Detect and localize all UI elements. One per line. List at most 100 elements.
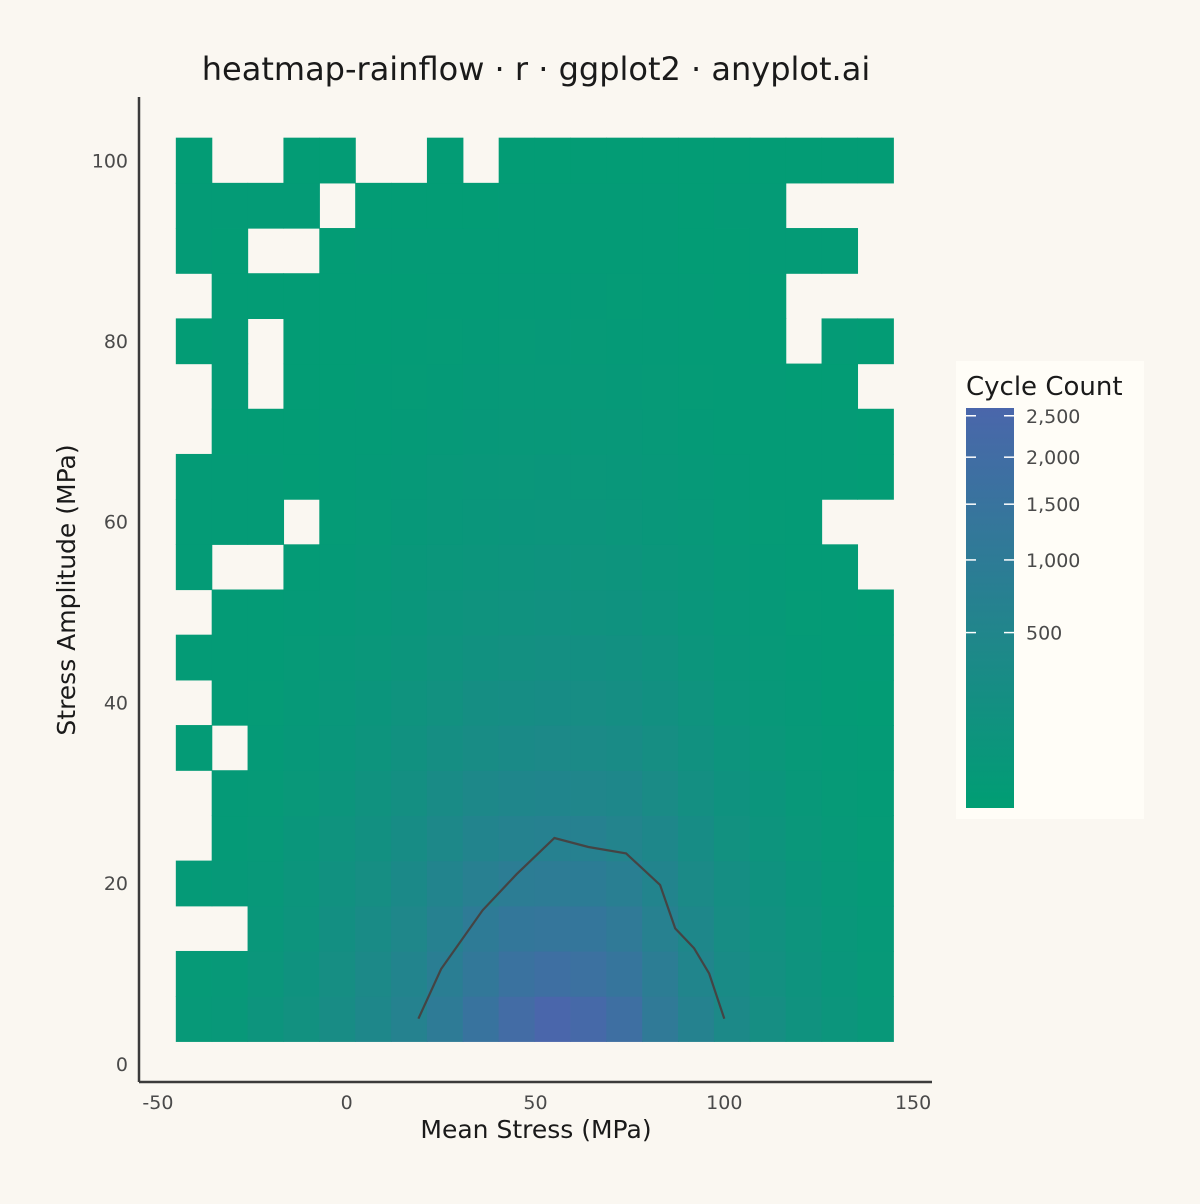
heatmap-cell [785, 860, 823, 907]
heatmap-cell [462, 318, 500, 365]
contour-line [417, 836, 726, 1020]
heatmap-cell [678, 815, 715, 862]
heatmap-cell [498, 318, 536, 365]
heatmap-cell [247, 725, 285, 771]
heatmap-cell [426, 589, 464, 636]
heatmap-cell [426, 815, 464, 862]
heatmap-cell [247, 679, 285, 726]
heatmap-cell [678, 589, 715, 636]
heatmap-cell [642, 679, 679, 726]
heatmap-cell [678, 679, 715, 726]
heatmap-cell [749, 725, 787, 771]
heatmap-cell [319, 996, 356, 1042]
heatmap-cell [319, 228, 356, 274]
heatmap-cell [785, 363, 823, 410]
y-tick-label: 80 [104, 331, 128, 353]
heatmap-cell [606, 363, 643, 410]
heatmap-cell [570, 905, 607, 952]
heatmap-cell [175, 182, 213, 229]
heatmap-cell [821, 725, 859, 771]
heatmap-cell [283, 318, 320, 365]
heatmap-cell [426, 499, 464, 545]
heatmap-cell [570, 679, 607, 726]
heatmap-cell [462, 589, 500, 636]
heatmap-cell [713, 770, 751, 817]
heatmap-cell [247, 770, 285, 817]
heatmap-cell [678, 499, 715, 545]
legend-break-label: 2,500 [1026, 406, 1080, 428]
heatmap-cell [175, 499, 213, 545]
heatmap-cell [462, 996, 500, 1042]
x-tick-label: 150 [895, 1092, 931, 1114]
heatmap-cell [319, 950, 356, 997]
heatmap-cell [426, 996, 464, 1042]
heatmap-cells [175, 137, 894, 1042]
x-axis-label: Mean Stress (MPa) [420, 1115, 651, 1144]
heatmap-cell [857, 589, 894, 636]
heatmap-cell [462, 679, 500, 726]
heatmap-cell [857, 996, 894, 1042]
heatmap-cell [642, 725, 679, 771]
heatmap-cell [247, 408, 285, 455]
heatmap-cell [283, 679, 320, 726]
heatmap-cell [211, 273, 249, 319]
heatmap-cell [283, 363, 320, 410]
heatmap-cell [283, 950, 320, 997]
heatmap-cell [355, 725, 392, 771]
heatmap-cell [606, 137, 643, 184]
heatmap-cell [498, 499, 536, 545]
heatmap-cell [713, 634, 751, 681]
heatmap-cell [713, 137, 751, 184]
heatmap-cell [355, 905, 392, 952]
heatmap-cell [642, 950, 679, 997]
heatmap-cell [821, 996, 859, 1042]
heatmap-cell [570, 770, 607, 817]
heatmap-cell [785, 996, 823, 1042]
heatmap-cell [678, 725, 715, 771]
heatmap-cell [570, 499, 607, 545]
heatmap-cell [283, 996, 320, 1042]
heatmap-cell [283, 453, 320, 500]
heatmap-cell [283, 182, 320, 229]
heatmap-cell [498, 860, 536, 907]
heatmap-cell [534, 634, 572, 681]
heatmap-cell [857, 770, 894, 817]
heatmap-cell [534, 544, 572, 591]
y-axis-label: Stress Amplitude (MPa) [52, 444, 81, 735]
heatmap-cell [642, 589, 679, 636]
heatmap-cell [391, 950, 428, 997]
heatmap-cell [606, 499, 643, 545]
heatmap-cell [570, 815, 607, 862]
chart-title: heatmap-rainflow · r · ggplot2 · anyplot… [202, 50, 870, 88]
heatmap-cell [391, 408, 428, 455]
heatmap-cell [821, 228, 859, 274]
heatmap-cell [570, 544, 607, 591]
heatmap-cell [283, 634, 320, 681]
heatmap-cell [355, 408, 392, 455]
heatmap-cell [713, 950, 751, 997]
heatmap-cell [713, 860, 751, 907]
legend-title: Cycle Count [966, 372, 1123, 402]
heatmap-cell [498, 453, 536, 500]
heatmap-cell [857, 815, 894, 862]
heatmap-cell [175, 137, 213, 184]
x-tick-label: 100 [706, 1092, 742, 1114]
heatmap-cell [247, 905, 285, 952]
heatmap-cell [534, 137, 572, 184]
heatmap-cell [462, 950, 500, 997]
heatmap-cell [821, 815, 859, 862]
heatmap-cell [175, 860, 213, 907]
heatmap-cell [570, 725, 607, 771]
heatmap-cell [391, 679, 428, 726]
heatmap-cell [713, 453, 751, 500]
heatmap-cell [749, 544, 787, 591]
heatmap-cell [606, 679, 643, 726]
heatmap-cell [283, 860, 320, 907]
heatmap-cell [534, 770, 572, 817]
heatmap-cell [857, 905, 894, 952]
heatmap-cell [211, 182, 249, 229]
heatmap-cell [247, 273, 285, 319]
heatmap-cell [642, 634, 679, 681]
